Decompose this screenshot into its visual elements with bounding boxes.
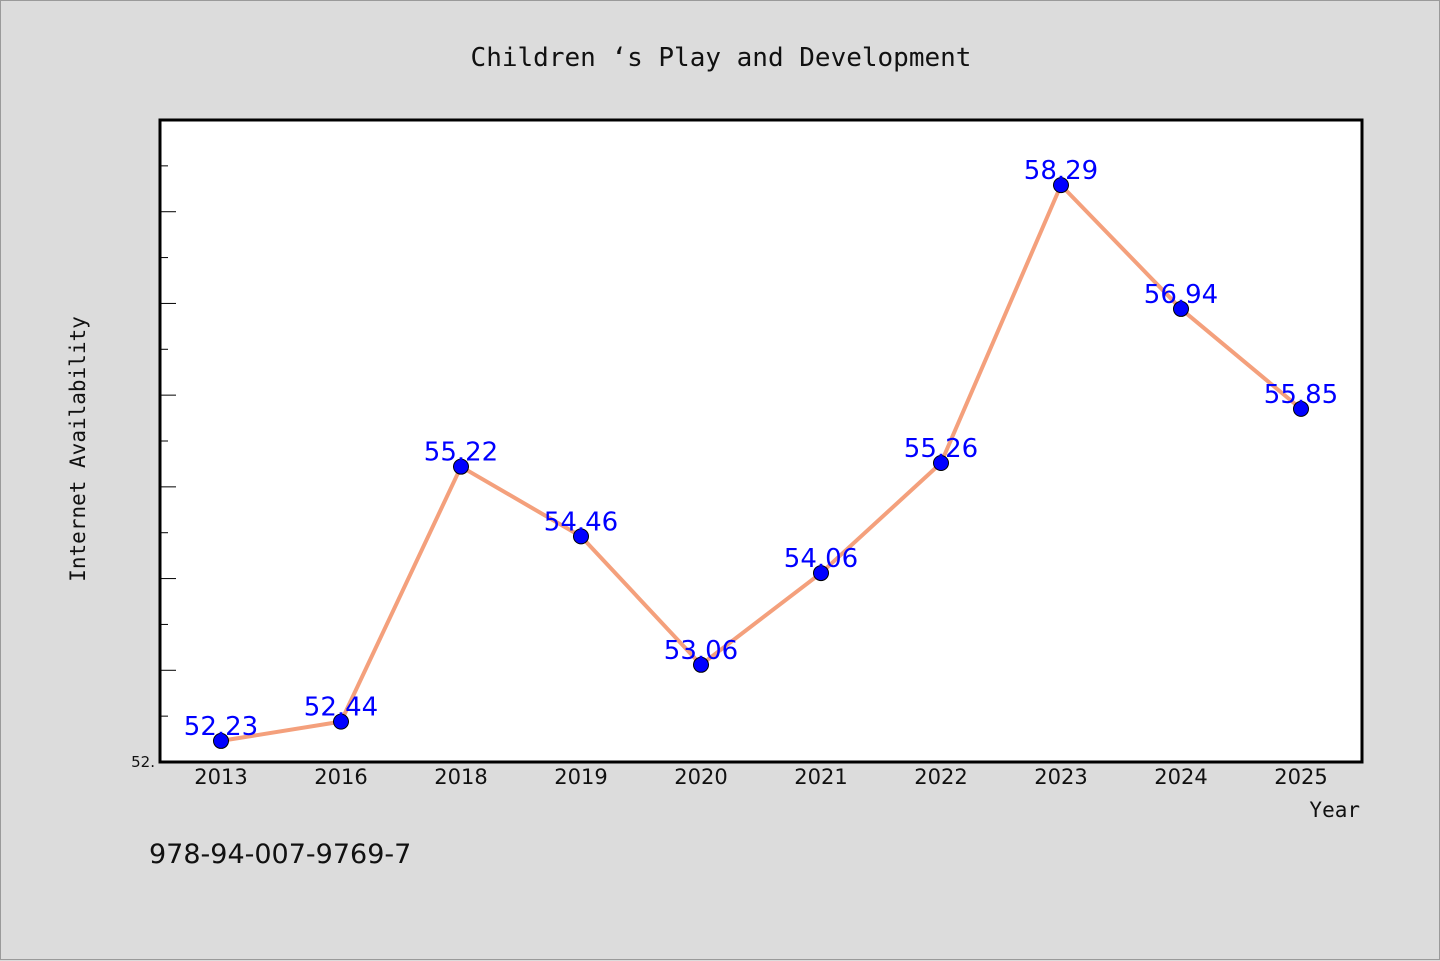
data-label: 54.46	[544, 507, 618, 537]
data-point	[333, 713, 349, 730]
data-label: 54.06	[784, 544, 858, 574]
x-axis-title: Year	[1309, 798, 1360, 822]
data-label: 56.94	[1144, 280, 1218, 310]
y-axis-min-tick-label: 52.	[131, 753, 155, 771]
x-tick-label: 2022	[914, 765, 967, 789]
x-tick-label: 2018	[434, 765, 487, 789]
x-tick-label: 2016	[314, 765, 367, 789]
data-point	[213, 732, 229, 749]
data-point	[813, 565, 829, 582]
data-point	[453, 458, 469, 475]
data-label: 52.44	[304, 693, 378, 723]
x-tick-label: 2019	[554, 765, 607, 789]
data-point	[1053, 177, 1069, 194]
x-tick-label: 2013	[194, 765, 247, 789]
data-point	[1173, 300, 1189, 317]
y-axis-ticks	[160, 119, 176, 763]
isbn-text: 978-94-007-9769-7	[149, 839, 411, 870]
data-label: 53.06	[664, 636, 738, 666]
data-point	[573, 528, 589, 545]
data-labels: 52.23 52.44 55.22 54.46 53.06 54.06 55.26 58.29…	[184, 156, 1338, 742]
data-point	[1293, 400, 1309, 417]
data-point	[693, 656, 709, 673]
data-label: 52.23	[184, 712, 258, 742]
x-tick-label: 2024	[1154, 765, 1207, 789]
y-axis-title: Internet Availability	[66, 316, 90, 582]
data-label: 55.22	[424, 438, 498, 468]
x-tick-label: 2021	[794, 765, 847, 789]
data-label: 55.85	[1264, 380, 1338, 410]
data-markers	[213, 177, 1309, 749]
data-label: 55.26	[904, 434, 978, 464]
chart-title: Children ‘s Play and Development	[471, 43, 972, 73]
x-tick-label: 2023	[1034, 765, 1087, 789]
x-axis-tick-labels: 2013 2016 2018 2019 2020 2021 2022 2023 2024 2025	[194, 765, 1327, 789]
x-tick-label: 2025	[1274, 765, 1327, 789]
series-line	[219, 183, 1303, 743]
data-point	[933, 455, 949, 472]
x-tick-label: 2020	[674, 765, 727, 789]
plot-area	[158, 118, 1364, 764]
data-label: 58.29	[1024, 156, 1098, 186]
